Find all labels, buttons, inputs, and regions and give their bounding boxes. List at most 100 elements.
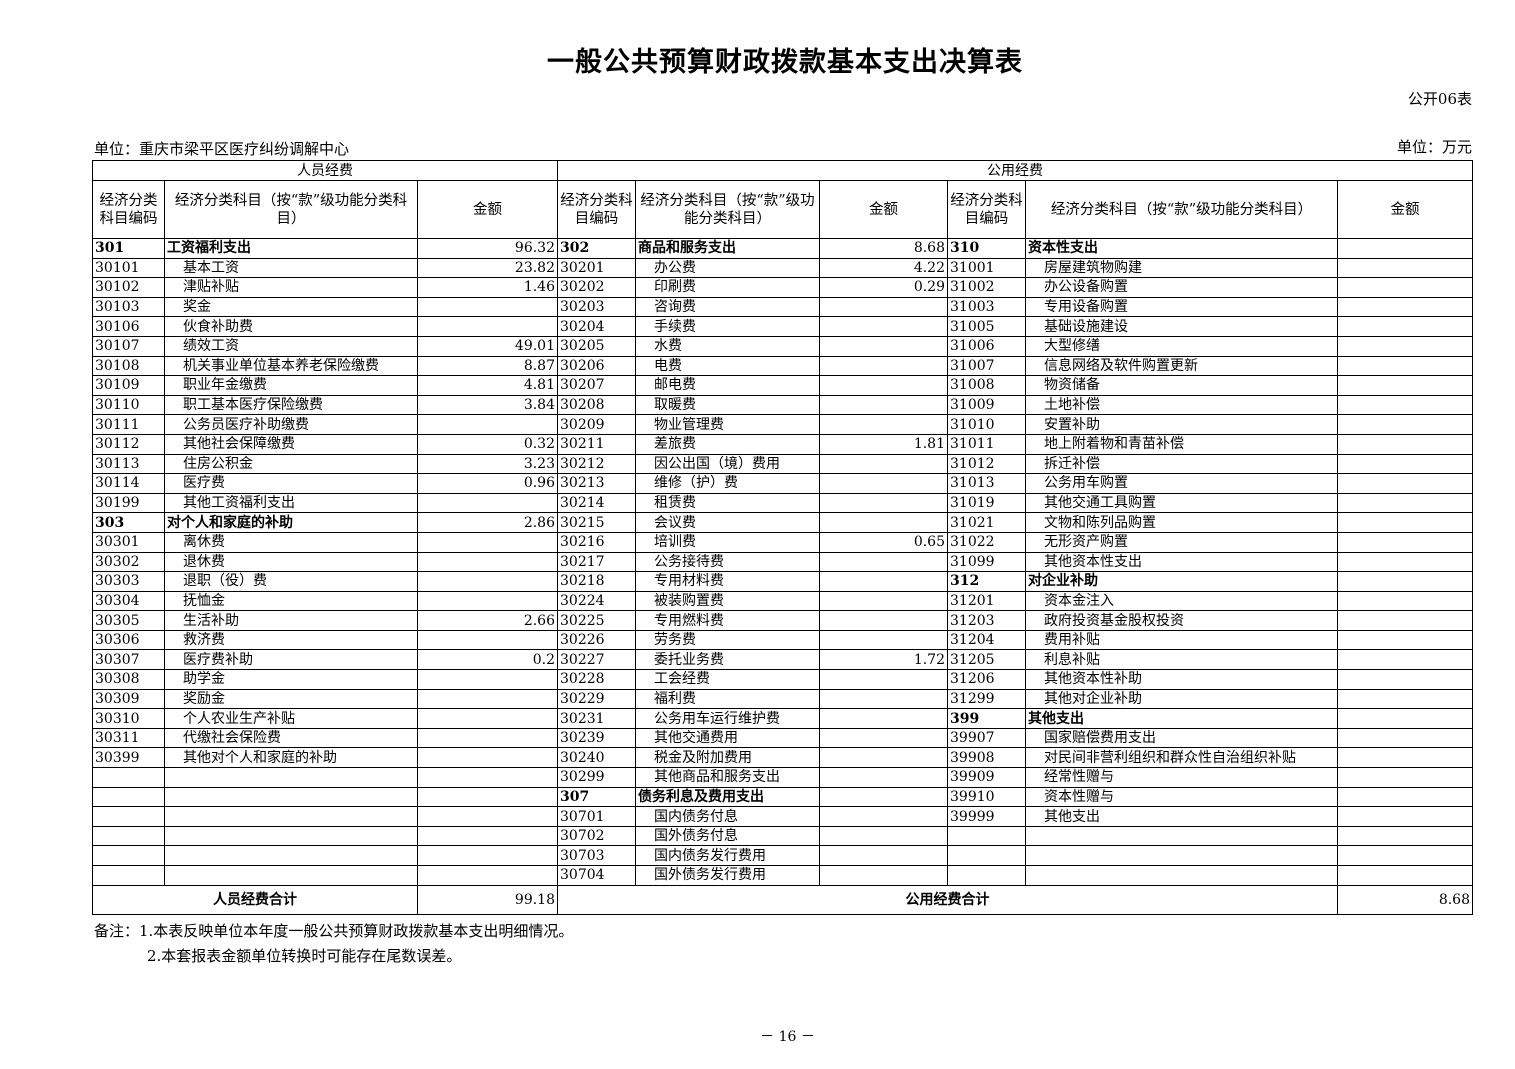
right-amount-cell <box>1337 238 1473 259</box>
right-name-cell: 资本性支出 <box>1025 238 1338 259</box>
middle-name-cell: 邮电费 <box>635 375 820 396</box>
header-code: 经济分类科目编码 <box>947 180 1026 239</box>
middle-name-cell: 公务接待费 <box>635 551 820 573</box>
middle-amount-cell <box>819 708 948 729</box>
left-amount-cell <box>417 845 558 866</box>
right-amount-cell <box>1337 786 1473 808</box>
middle-amount-cell: 8.68 <box>819 238 948 259</box>
right-amount-cell <box>1337 531 1473 553</box>
right-code-cell: 31005 <box>947 316 1026 337</box>
left-code-cell: 30103 <box>92 296 165 318</box>
right-amount-cell <box>1337 865 1473 886</box>
right-amount-cell <box>1337 296 1473 318</box>
middle-name-cell: 因公出国（境）费用 <box>635 453 820 475</box>
left-amount-cell <box>417 806 558 827</box>
right-amount-cell <box>1337 571 1473 592</box>
left-amount-cell <box>417 571 558 592</box>
left-amount-cell <box>417 747 558 769</box>
column-header-row: 经济分类科目编码 经济分类科目（按“款”级功能分类科目） 金额 经济分类科目编码… <box>92 180 1473 239</box>
left-code-cell: 30109 <box>92 375 165 396</box>
header-name: 经济分类科目（按“款”级功能分类科目） <box>635 180 820 239</box>
right-amount-cell <box>1337 590 1473 612</box>
middle-amount-cell <box>819 629 948 651</box>
middle-amount-cell <box>819 492 948 514</box>
header-amount: 金额 <box>1337 180 1473 239</box>
right-code-cell: 31001 <box>947 257 1026 279</box>
right-code-cell: 31002 <box>947 277 1026 298</box>
right-name-cell: 地上附着物和青苗补偿 <box>1025 433 1338 455</box>
right-code-cell: 31206 <box>947 669 1026 690</box>
right-name-cell: 资本金注入 <box>1025 590 1338 612</box>
left-amount-cell: 0.32 <box>417 433 558 455</box>
left-name-cell: 住房公积金 <box>164 453 418 475</box>
table-row: 30107 绩效工资 49.01 30205 水费 31006 大型修缮 <box>92 335 1473 357</box>
right-amount-cell <box>1337 512 1473 533</box>
right-code-cell: 31013 <box>947 473 1026 494</box>
left-amount-cell: 49.01 <box>417 335 558 357</box>
middle-name-cell: 印刷费 <box>635 277 820 298</box>
right-name-cell: 其他支出 <box>1025 708 1338 729</box>
left-code-cell: 30110 <box>92 394 165 416</box>
right-name-cell: 土地补偿 <box>1025 394 1338 416</box>
left-amount-cell: 23.82 <box>417 257 558 279</box>
middle-code-cell: 30299 <box>557 767 636 788</box>
right-name-cell: 其他支出 <box>1025 806 1338 827</box>
right-code-cell: 31003 <box>947 296 1026 318</box>
group-public: 公用经费 <box>557 160 1473 181</box>
right-name-cell: 办公设备购置 <box>1025 277 1338 298</box>
middle-amount-cell: 1.81 <box>819 433 948 455</box>
left-amount-cell <box>417 296 558 318</box>
table-row: 30109 职业年金缴费 4.81 30207 邮电费 31008 物资储备 <box>92 375 1473 396</box>
middle-amount-cell <box>819 825 948 847</box>
right-name-cell: 政府投资基金股权投资 <box>1025 610 1338 631</box>
left-code-cell: 30304 <box>92 590 165 612</box>
middle-code-cell: 30202 <box>557 277 636 298</box>
middle-amount-cell <box>819 806 948 827</box>
middle-name-cell: 物业管理费 <box>635 414 820 435</box>
right-amount-cell <box>1337 453 1473 475</box>
left-code-cell: 30107 <box>92 335 165 357</box>
left-code-cell <box>92 786 165 808</box>
right-code-cell: 312 <box>947 571 1026 592</box>
right-code-cell: 31021 <box>947 512 1026 533</box>
left-amount-cell <box>417 688 558 710</box>
unit-money: 单位：万元 <box>1396 138 1472 156</box>
left-name-cell <box>164 786 418 808</box>
table-row: 30302 退休费 30217 公务接待费 31099 其他资本性支出 <box>92 551 1473 573</box>
middle-name-cell: 水费 <box>635 335 820 357</box>
middle-name-cell: 被装购置费 <box>635 590 820 612</box>
table-row: 303 对个人和家庭的补助 2.86 30215 会议费 31021 文物和陈列品购置 <box>92 512 1473 533</box>
left-amount-cell <box>417 492 558 514</box>
middle-amount-cell <box>819 610 948 631</box>
left-amount-cell: 0.96 <box>417 473 558 494</box>
middle-code-cell: 30203 <box>557 296 636 318</box>
middle-amount-cell: 0.65 <box>819 531 948 553</box>
right-amount-cell <box>1337 257 1473 279</box>
middle-amount-cell <box>819 512 948 533</box>
right-code-cell: 310 <box>947 238 1026 259</box>
table-row: 30114 医疗费 0.96 30213 维修（护）费 31013 公务用车购置 <box>92 473 1473 494</box>
middle-code-cell: 30213 <box>557 473 636 494</box>
right-amount-cell <box>1337 669 1473 690</box>
right-amount-cell <box>1337 747 1473 769</box>
right-amount-cell <box>1337 845 1473 866</box>
left-name-cell: 抚恤金 <box>164 590 418 612</box>
left-amount-cell: 2.66 <box>417 610 558 631</box>
right-code-cell: 31022 <box>947 531 1026 553</box>
left-amount-cell <box>417 414 558 435</box>
left-code-cell: 30111 <box>92 414 165 435</box>
right-amount-cell <box>1337 394 1473 416</box>
right-name-cell: 费用补贴 <box>1025 629 1338 651</box>
table-row: 30111 公务员医疗补助缴费 30209 物业管理费 31010 安置补助 <box>92 414 1473 435</box>
middle-amount-cell <box>819 414 948 435</box>
middle-amount-cell <box>819 375 948 396</box>
table-row: 30704 国外债务发行费用 <box>92 865 1473 886</box>
left-name-cell: 其他工资福利支出 <box>164 492 418 514</box>
left-amount-cell <box>417 590 558 612</box>
right-code-cell: 31299 <box>947 688 1026 710</box>
personnel-total-value: 99.18 <box>417 884 558 915</box>
table-row: 30306 救济费 30226 劳务费 31204 费用补贴 <box>92 629 1473 651</box>
left-code-cell: 30302 <box>92 551 165 573</box>
middle-code-cell: 30215 <box>557 512 636 533</box>
left-code-cell <box>92 865 165 886</box>
